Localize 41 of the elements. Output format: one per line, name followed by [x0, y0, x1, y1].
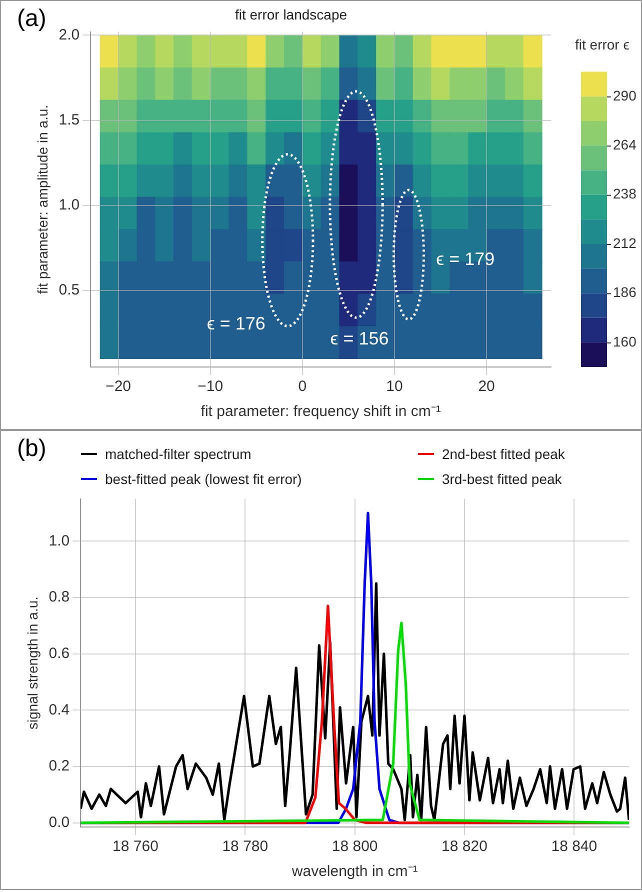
color-bar-label: 238	[613, 186, 637, 202]
y-tick-label: 0.8	[48, 588, 70, 606]
x-axis-title: fit parameter: frequency shift in cm⁻¹	[200, 403, 441, 420]
x-tick-label: 18 840	[551, 838, 598, 856]
color-bar-label: 186	[613, 284, 637, 300]
x-axis-title: wavelength in cm⁻¹	[290, 863, 418, 880]
y-tick-label: 0.5	[58, 282, 80, 299]
chart-title: fit error landscape	[234, 6, 348, 22]
y-tick-label: 0.6	[48, 644, 70, 662]
legend-label: 3rd-best fitted peak	[442, 470, 562, 486]
legend-label: 2nd-best fitted peak	[442, 446, 565, 462]
x-tick-label: 18 760	[112, 838, 158, 856]
text: (a)	[17, 5, 46, 33]
x-tick-label: 18 780	[222, 838, 268, 856]
x-tick-label: −10	[198, 378, 224, 396]
legend-label: best-fitted peak (lowest fit error)	[105, 470, 302, 486]
x-tick-label: 0	[298, 378, 307, 396]
y-tick-label: 1.0	[48, 532, 70, 550]
y-tick-label: 0.0	[48, 814, 70, 831]
x-tick-label: 10	[386, 378, 403, 396]
x-tick-label: 20	[478, 378, 495, 396]
color-bar-label: 264	[613, 136, 637, 152]
color-bar-label: 212	[613, 234, 637, 251]
x-tick-label: −20	[106, 378, 131, 396]
color-bar-label: 160	[613, 333, 637, 350]
x-tick-label: 18 820	[442, 838, 488, 856]
y-axis-title: fit parameter: amplitude in a.u.	[34, 104, 50, 294]
annotation: ϵ = 156	[330, 328, 389, 349]
y-tick-label: 0.2	[48, 758, 70, 775]
y-tick-label: 1.5	[58, 111, 80, 128]
y-tick-label: 0.4	[48, 701, 70, 718]
color-bar-title: fit error ϵ	[575, 36, 630, 53]
color-bar-label: 290	[613, 87, 637, 104]
text: (b)	[17, 435, 46, 463]
y-axis-title: signal strength in a.u.	[24, 596, 40, 730]
x-tick-label: 18 800	[332, 838, 378, 856]
annotation: ϵ = 179	[436, 248, 495, 269]
annotation: ϵ = 176	[206, 313, 266, 334]
legend-label: matched-filter spectrum	[105, 446, 252, 462]
y-tick-label: 1.0	[58, 196, 80, 214]
y-tick-label: 2.0	[58, 26, 80, 44]
